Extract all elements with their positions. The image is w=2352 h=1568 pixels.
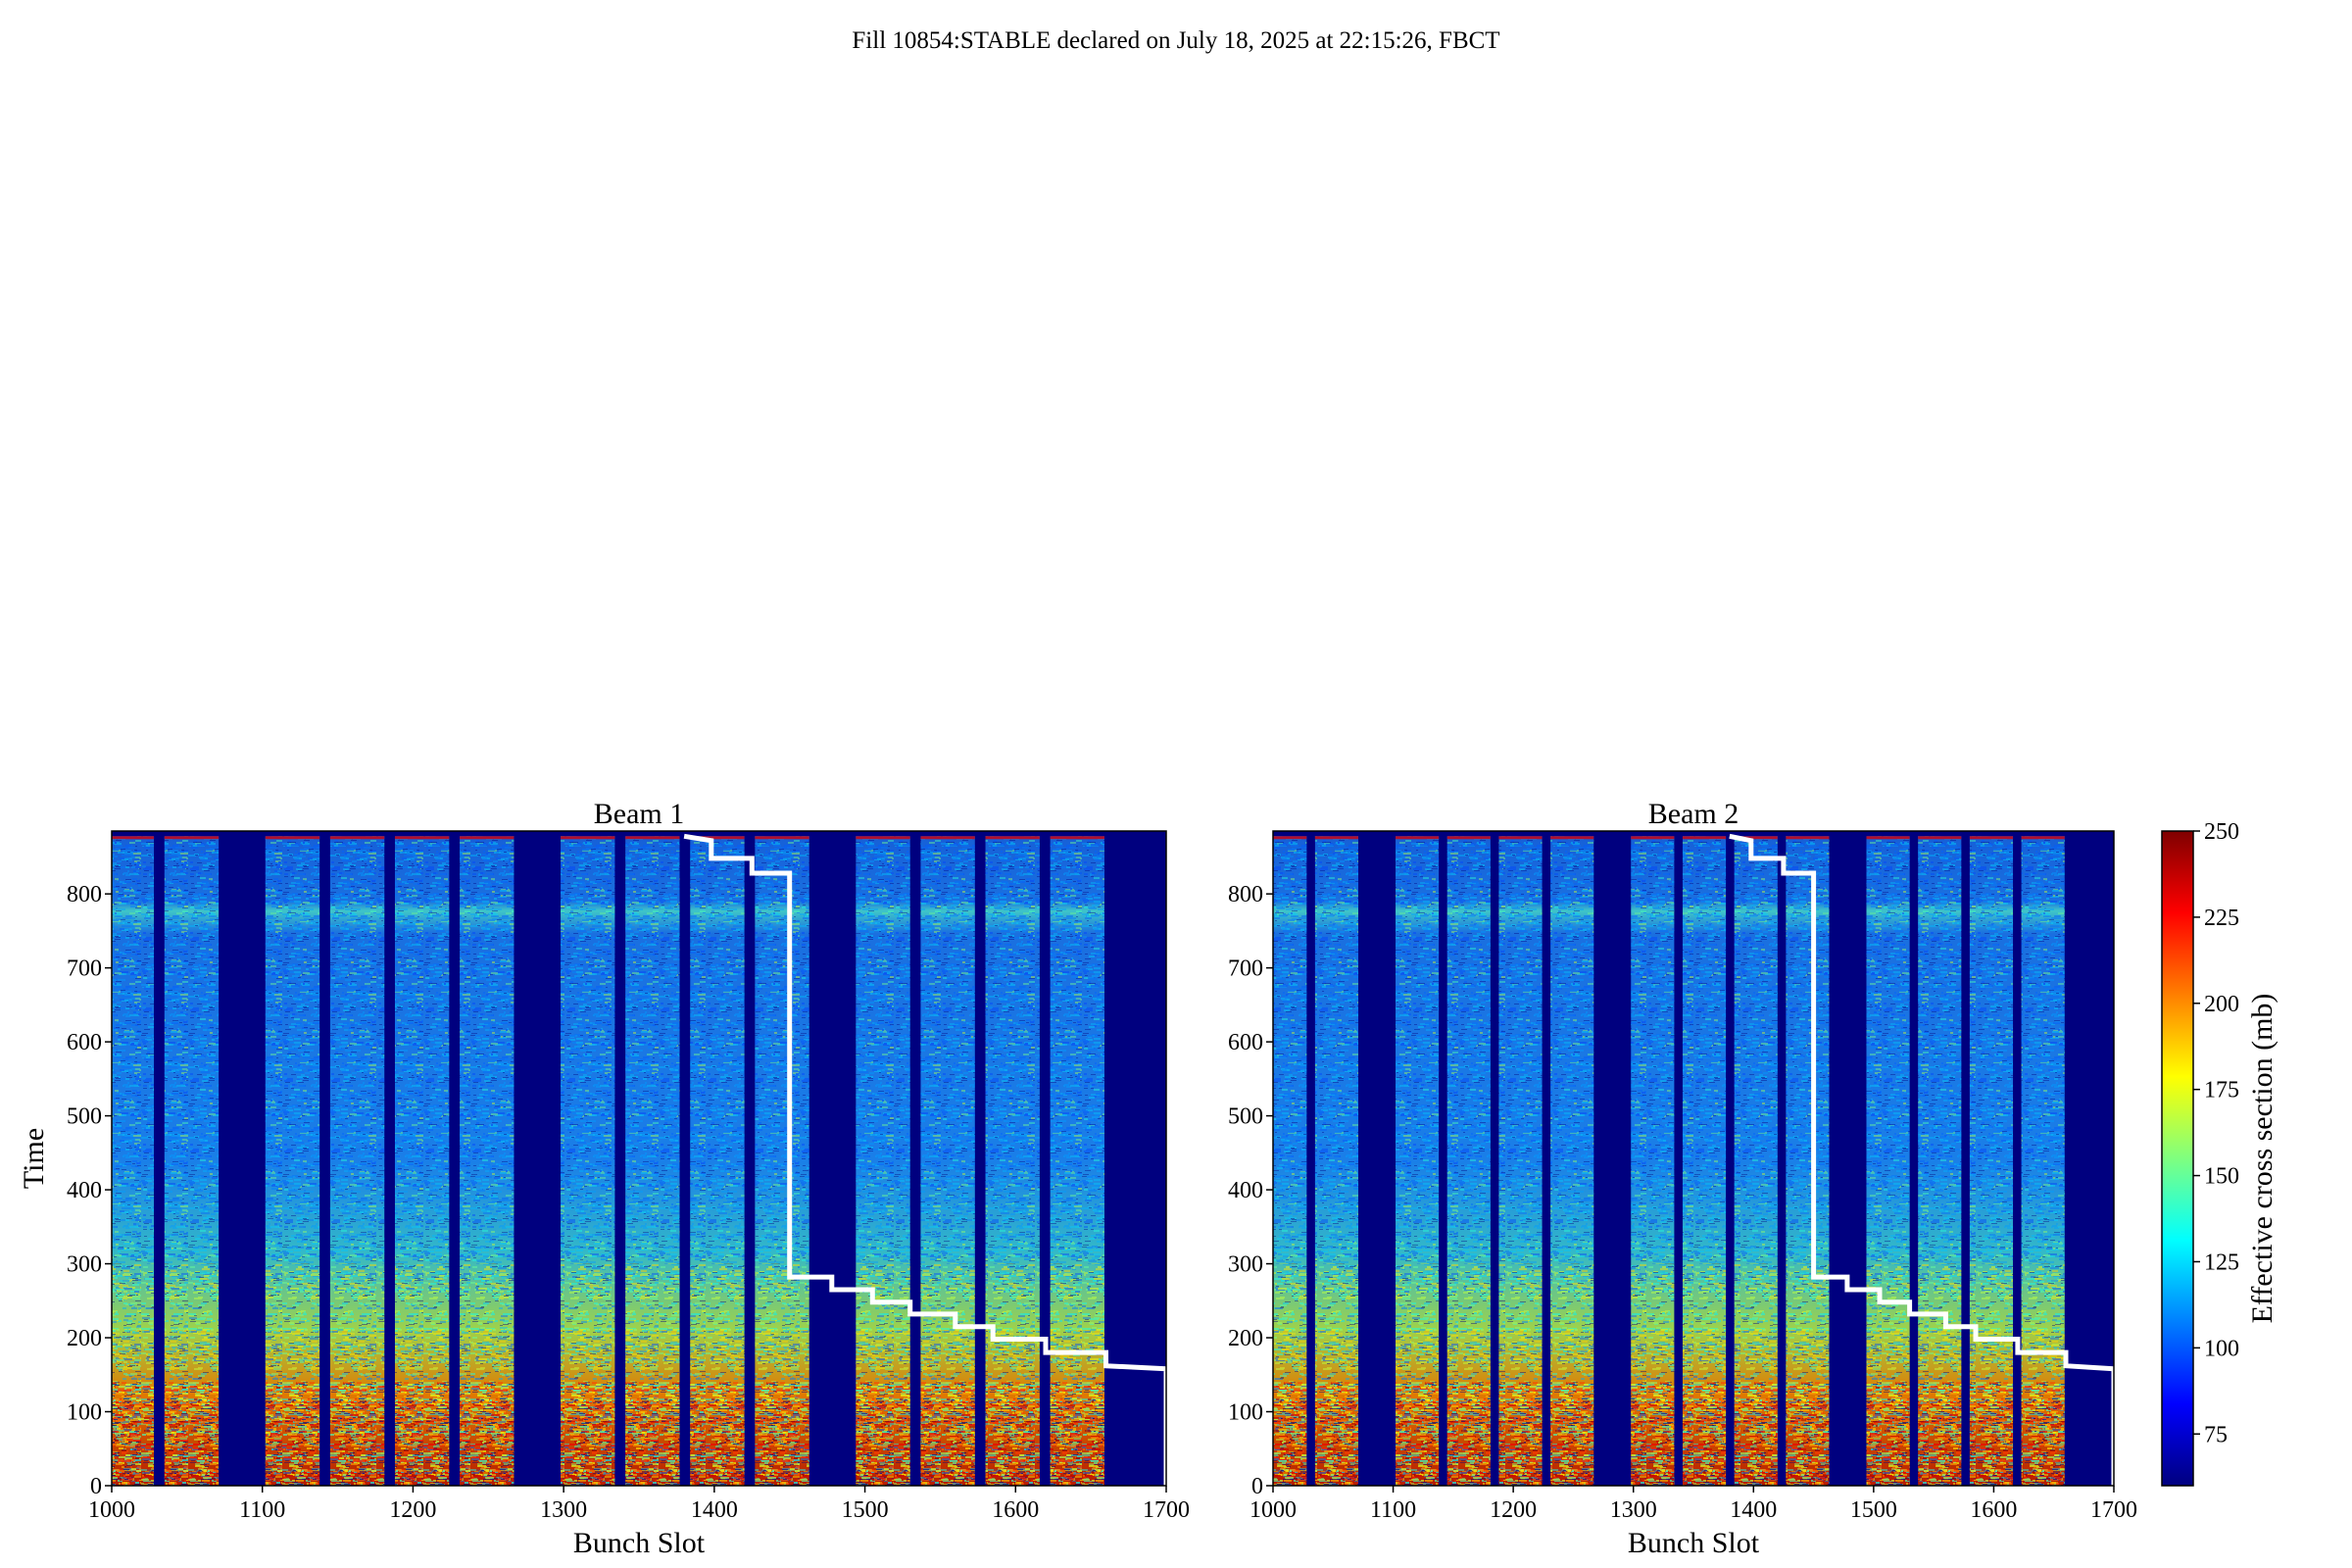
bunch-train (394, 836, 450, 1486)
overlay-step-line (683, 833, 1166, 1486)
bunch-train (265, 836, 320, 1486)
x-axis-label: Bunch Slot (1628, 1527, 1760, 1559)
colorbar-gradient (2161, 830, 2194, 1487)
x-tick-label: 1100 (239, 1497, 285, 1523)
x-tick-label: 1200 (389, 1497, 436, 1523)
colorbar-tick-label: 75 (2204, 1422, 2228, 1447)
colorbar-tick-label: 125 (2204, 1250, 2239, 1275)
y-tick-label: 0 (90, 1474, 102, 1499)
y-tick-label: 700 (1228, 956, 1263, 982)
y-tick-label: 500 (67, 1104, 102, 1130)
colorbar-tick-label: 175 (2204, 1078, 2239, 1103)
y-tick-label: 600 (1228, 1030, 1263, 1055)
y-tick-label: 800 (1228, 882, 1263, 907)
overlay-step-line (1729, 833, 2114, 1486)
bunch-train (1050, 836, 1104, 1486)
x-tick-label: 1000 (88, 1497, 135, 1523)
x-tick-label: 1100 (1370, 1497, 1416, 1523)
bunch-train (690, 836, 745, 1486)
bunch-train (164, 836, 220, 1486)
panel-title: Beam 1 (594, 798, 684, 830)
colorbar-tick-label: 225 (2204, 906, 2239, 931)
x-tick-label: 1500 (1850, 1497, 1897, 1523)
heatmap-panel-1: 1000 1100 1200 1300 1400 1500 1600 1700 0 100 200 3… (18, 798, 1190, 1559)
colorbar-tick-label: 250 (2204, 819, 2239, 845)
y-tick-label: 0 (1251, 1474, 1263, 1499)
y-axis-label: Time (18, 1128, 50, 1189)
bunch-train (1314, 836, 1359, 1486)
colorbar-label: Effective cross section (mb) (2246, 994, 2278, 1324)
y-tick-label: 400 (67, 1178, 102, 1203)
x-tick-label: 1300 (540, 1497, 587, 1523)
bunch-train (920, 836, 975, 1486)
panel-title: Beam 2 (1648, 798, 1739, 830)
heatmap-panel-2: 1000 1100 1200 1300 1400 1500 1600 1700 0 100 200 3… (1228, 798, 2137, 1559)
x-tick-label: 1700 (2090, 1497, 2137, 1523)
x-tick-label: 1700 (1143, 1497, 1190, 1523)
bunch-train (112, 836, 155, 1486)
bunch-train (1550, 836, 1594, 1486)
bunch-train (1446, 836, 1491, 1486)
x-tick-label: 1300 (1610, 1497, 1657, 1523)
x-tick-label: 1500 (842, 1497, 889, 1523)
y-tick-label: 200 (1228, 1326, 1263, 1351)
colorbar: 75 100 125 150 175 200 225 250 Effective cross s… (2161, 819, 2278, 1487)
axes-frame (111, 830, 1167, 1487)
bunch-train (1734, 836, 1778, 1486)
y-tick-label: 400 (1228, 1178, 1263, 1203)
bunch-train (755, 836, 809, 1486)
bunch-train (985, 836, 1040, 1486)
y-tick-label: 500 (1228, 1104, 1263, 1130)
y-tick-label: 700 (67, 956, 102, 982)
y-tick-label: 200 (67, 1326, 102, 1351)
bunch-train (1866, 836, 1910, 1486)
x-tick-label: 1400 (1730, 1497, 1777, 1523)
bunch-train (1682, 836, 1727, 1486)
bunch-train (856, 836, 910, 1486)
bunch-train (625, 836, 680, 1486)
y-tick-label: 300 (1228, 1252, 1263, 1278)
x-tick-label: 1000 (1250, 1497, 1297, 1523)
x-axis-label: Bunch Slot (573, 1527, 706, 1559)
x-tick-label: 1600 (992, 1497, 1039, 1523)
bunch-train (1498, 836, 1543, 1486)
colorbar-tick-label: 100 (2204, 1336, 2239, 1361)
colorbar-tick-label: 150 (2204, 1164, 2239, 1190)
axes-frame (1272, 830, 2115, 1487)
y-tick-label: 100 (1228, 1400, 1263, 1426)
y-tick-label: 600 (67, 1030, 102, 1055)
y-tick-label: 100 (67, 1400, 102, 1426)
colorbar-tick-label: 200 (2204, 992, 2239, 1017)
bunch-train (1918, 836, 1962, 1486)
bunch-train (1273, 836, 1307, 1486)
bunch-train (1969, 836, 2014, 1486)
x-tick-label: 1600 (1970, 1497, 2017, 1523)
bunch-train (1786, 836, 1830, 1486)
bunch-train (2021, 836, 2065, 1486)
y-tick-label: 300 (67, 1252, 102, 1278)
bunch-train (561, 836, 615, 1486)
x-tick-label: 1400 (691, 1497, 738, 1523)
bunch-train (460, 836, 514, 1486)
figure-title: Fill 10854:STABLE declared on July 18, 2… (852, 27, 1500, 54)
bunch-train (329, 836, 385, 1486)
bunch-train (1396, 836, 1440, 1486)
x-tick-label: 1200 (1490, 1497, 1537, 1523)
y-tick-label: 800 (67, 882, 102, 907)
bunch-train (1631, 836, 1675, 1486)
